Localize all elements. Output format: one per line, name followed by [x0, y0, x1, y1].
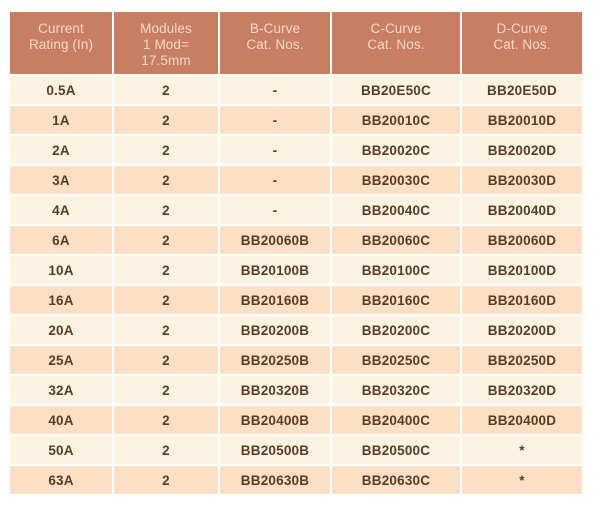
table-cell: 2 — [114, 256, 218, 284]
column-header-b-curve: B-Curve Cat. Nos. — [220, 12, 330, 74]
table-cell: 0.5A — [10, 76, 112, 104]
table-cell: - — [220, 106, 330, 134]
table-cell: 2 — [114, 226, 218, 254]
table-cell: BB20010D — [462, 106, 582, 134]
table-cell: 2 — [114, 346, 218, 374]
table-cell: 2 — [114, 136, 218, 164]
table-cell: BB20200B — [220, 316, 330, 344]
table-cell: 2 — [114, 196, 218, 224]
header-label-line: Modules — [140, 21, 192, 36]
table-cell: BB20320B — [220, 376, 330, 404]
table-cell: 2 — [114, 376, 218, 404]
table-cell: BB20400C — [332, 406, 460, 434]
table-cell: - — [220, 76, 330, 104]
table-cell: BB20630C — [332, 466, 460, 494]
table-cell: BB20200D — [462, 316, 582, 344]
table-cell: 3A — [10, 166, 112, 194]
table-cell: 2 — [114, 406, 218, 434]
table-cell: BB20250B — [220, 346, 330, 374]
table-cell: 2A — [10, 136, 112, 164]
table-cell: BB20100B — [220, 256, 330, 284]
header-label-line: Rating (In) — [28, 37, 94, 52]
header-label-line: C-Curve — [370, 21, 422, 36]
table-cell: BB20400D — [462, 406, 582, 434]
table-cell: BB20160B — [220, 286, 330, 314]
table-cell: 2 — [114, 316, 218, 344]
table-cell: 6A — [10, 226, 112, 254]
table-cell: 2 — [114, 466, 218, 494]
table-cell: BB20250D — [462, 346, 582, 374]
table-cell: - — [220, 166, 330, 194]
header-label-line: Cat. Nos. — [246, 37, 304, 52]
column-header-modules: Modules 1 Mod= 17.5mm — [114, 12, 218, 74]
table-cell: BB20060C — [332, 226, 460, 254]
header-label-line: 1 Mod= — [142, 37, 189, 52]
column-header-d-curve: D-Curve Cat. Nos. — [462, 12, 582, 74]
table-cell: BB20250C — [332, 346, 460, 374]
table-cell: 2 — [114, 166, 218, 194]
table-cell: BB20160C — [332, 286, 460, 314]
table-cell: BB20020D — [462, 136, 582, 164]
table-cell: BB20160D — [462, 286, 582, 314]
table-cell: BB20040C — [332, 196, 460, 224]
table-cell: - — [220, 196, 330, 224]
header-label-line: 17.5mm — [141, 53, 191, 68]
table-cell: BB20500C — [332, 436, 460, 464]
column-header-c-curve: C-Curve Cat. Nos. — [332, 12, 460, 74]
table-cell: BB20010C — [332, 106, 460, 134]
table-cell: BB20030C — [332, 166, 460, 194]
table-cell: 20A — [10, 316, 112, 344]
header-label-line: D-Curve — [496, 21, 548, 36]
table-cell: BB20030D — [462, 166, 582, 194]
table-cell: * — [462, 436, 582, 464]
table-cell: 40A — [10, 406, 112, 434]
table-cell: 2 — [114, 286, 218, 314]
header-label-line: Current — [38, 21, 84, 36]
table-cell: BB20320D — [462, 376, 582, 404]
column-header-current-rating: Current Rating (In) — [10, 12, 112, 74]
table-cell: 2 — [114, 436, 218, 464]
table-cell: 25A — [10, 346, 112, 374]
header-label-line: Cat. Nos. — [367, 37, 425, 52]
table-cell: 50A — [10, 436, 112, 464]
table-cell: 63A — [10, 466, 112, 494]
table-cell: 32A — [10, 376, 112, 404]
table-cell: BB20060D — [462, 226, 582, 254]
table-cell: - — [220, 136, 330, 164]
table-cell: BB20200C — [332, 316, 460, 344]
table-cell: 2 — [114, 76, 218, 104]
header-label-line: Cat. Nos. — [493, 37, 551, 52]
table-cell: BB20320C — [332, 376, 460, 404]
table-cell: * — [462, 466, 582, 494]
table-cell: BB20100D — [462, 256, 582, 284]
table-cell: 2 — [114, 106, 218, 134]
table-cell: BB20400B — [220, 406, 330, 434]
table-cell: BB20630B — [220, 466, 330, 494]
header-label-line: B-Curve — [249, 21, 301, 36]
table-cell: 1A — [10, 106, 112, 134]
table-cell: 10A — [10, 256, 112, 284]
table-cell: 16A — [10, 286, 112, 314]
table-cell: BB20020C — [332, 136, 460, 164]
table-cell: BB20E50D — [462, 76, 582, 104]
table-cell: 4A — [10, 196, 112, 224]
table-cell: BB20E50C — [332, 76, 460, 104]
catalog-table: Current Rating (In) Modules 1 Mod= 17.5mm B-C… — [10, 12, 582, 494]
table-cell: BB20500B — [220, 436, 330, 464]
table-cell: BB20060B — [220, 226, 330, 254]
table-cell: BB20040D — [462, 196, 582, 224]
table-cell: BB20100C — [332, 256, 460, 284]
